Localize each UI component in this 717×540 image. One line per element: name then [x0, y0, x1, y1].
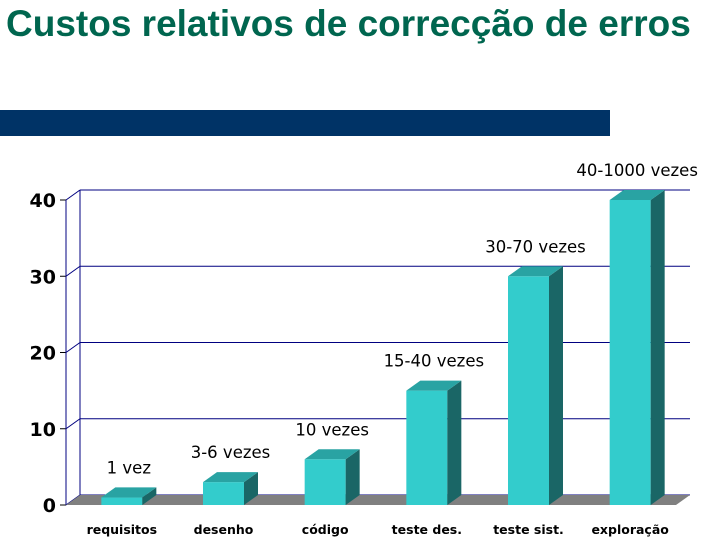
chart-labels: 0 10 20 30 40 1 vez requisitos 3-6 vezes desenho… — [30, 161, 698, 537]
x-category-label: exploração — [591, 522, 669, 537]
data-label: 40-1000 vezes — [576, 161, 698, 180]
gridline-depth — [65, 418, 81, 430]
bars — [101, 190, 665, 505]
data-label: 1 vez — [107, 458, 151, 477]
bar-side — [549, 266, 563, 505]
gridline-depth — [65, 265, 81, 277]
bar-front — [304, 459, 346, 505]
data-label: 10 vezes — [295, 420, 369, 439]
chart-floor — [66, 495, 690, 505]
bar-side — [650, 190, 665, 505]
bar-front — [203, 482, 244, 505]
bar-top — [203, 472, 258, 483]
bar-top — [101, 487, 157, 498]
y-tick-label: 10 — [30, 419, 56, 441]
title-divider-bar — [0, 110, 610, 136]
bar-front — [609, 200, 651, 505]
bar-top — [406, 380, 462, 391]
gridlines — [60, 189, 690, 506]
bar-top — [609, 190, 665, 200]
bar-side — [345, 449, 360, 505]
bar-side — [244, 472, 258, 505]
gridline-depth — [65, 342, 81, 353]
bar-side — [447, 380, 462, 505]
gridline-depth — [65, 189, 81, 201]
y-tick-label: 30 — [30, 266, 56, 288]
chart-walls — [65, 190, 690, 505]
bar-front — [508, 276, 549, 505]
bar-top — [508, 266, 563, 277]
x-category-label: teste des. — [392, 522, 462, 537]
bar-front — [406, 390, 448, 505]
bar-front — [101, 497, 143, 505]
bar-top — [304, 449, 360, 460]
x-category-label: código — [302, 522, 349, 537]
x-category-label: desenho — [194, 522, 254, 537]
y-tick-label: 0 — [43, 495, 56, 517]
data-label: 15-40 vezes — [384, 352, 485, 371]
data-label: 30-70 vezes — [485, 237, 586, 256]
slide-title: Custos relativos de correcção de erros — [6, 3, 691, 44]
y-tick-label: 20 — [30, 343, 56, 365]
x-category-label: teste sist. — [493, 522, 564, 537]
bar-side — [142, 487, 157, 505]
y-tick-label: 40 — [30, 190, 56, 212]
data-label: 3-6 vezes — [191, 443, 271, 462]
x-category-label: requisitos — [87, 522, 158, 537]
